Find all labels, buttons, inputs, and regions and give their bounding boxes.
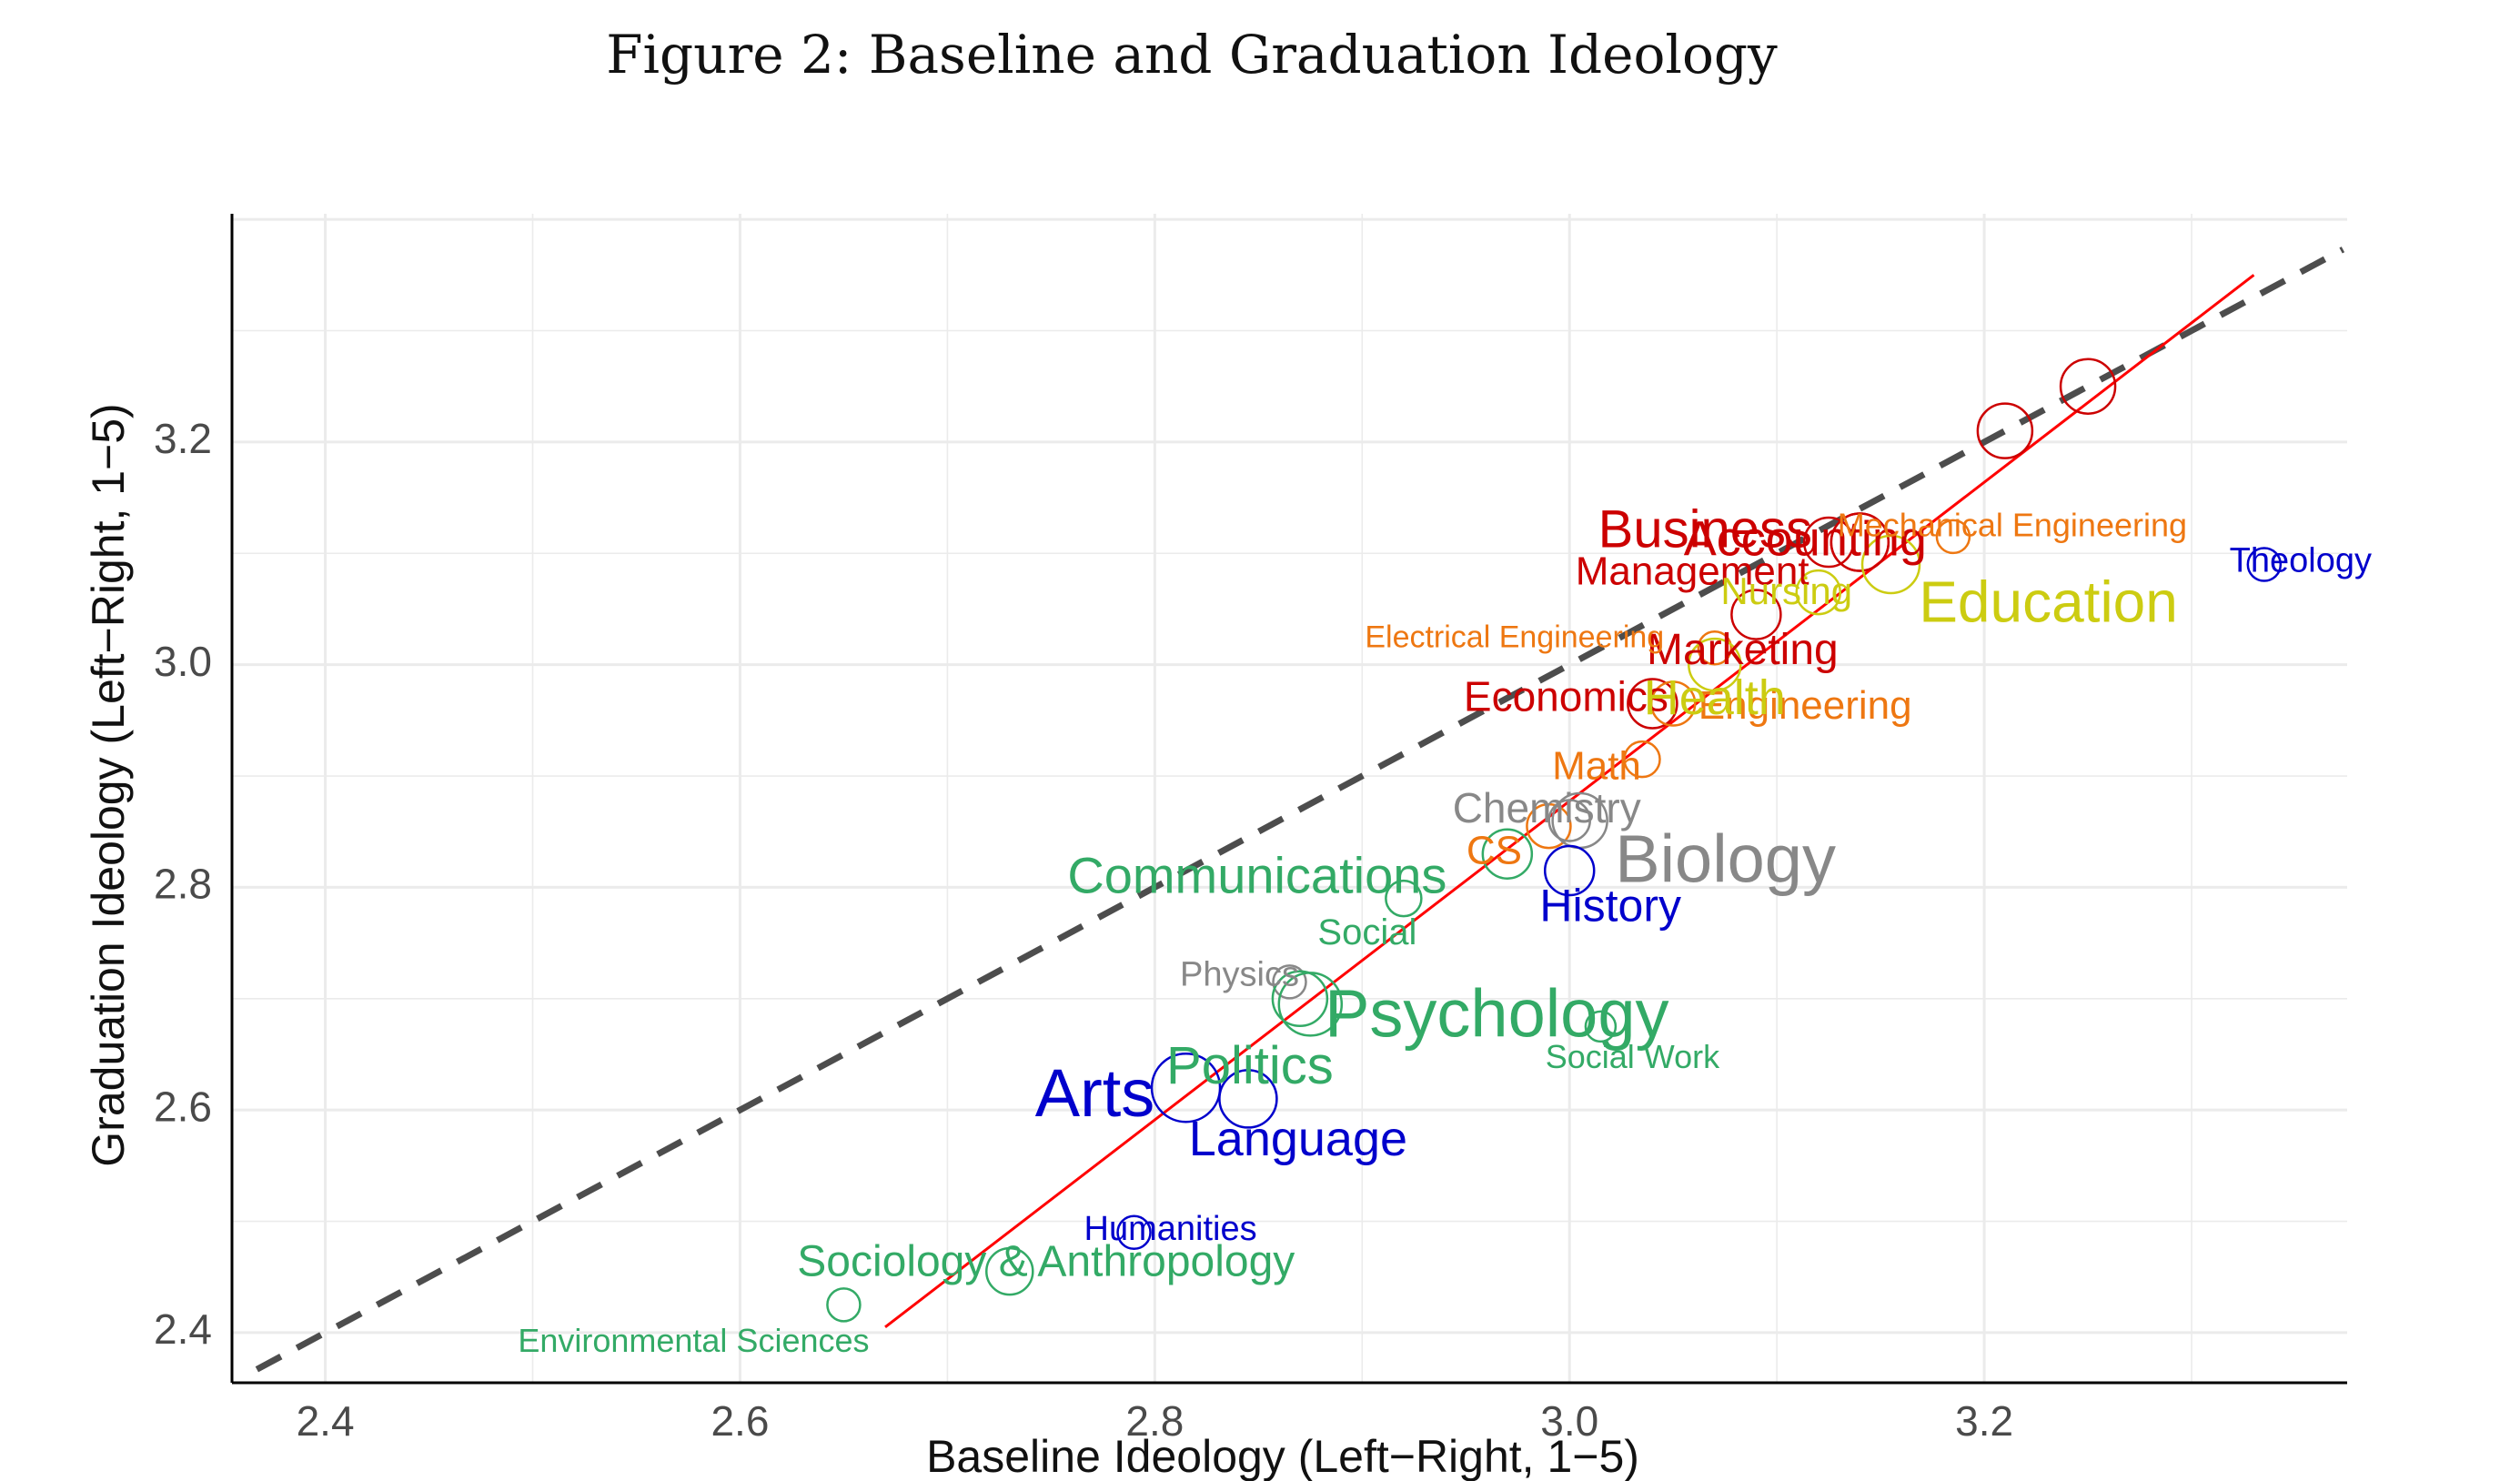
point-label: Health [1644,670,1786,725]
x-tick-label: 2.4 [297,1397,355,1445]
y-tick-label: 3.0 [154,638,212,685]
point-label: Engineering [1698,683,1912,728]
point [826,1287,862,1323]
figure-title: Figure 2: Baseline and Graduation Ideolo… [606,24,1778,86]
reference-45-line [255,247,2345,1373]
point-label: Communications [1067,846,1446,903]
x-tick-label: 2.8 [1125,1397,1184,1445]
point [2246,547,2283,582]
point [1526,802,1572,850]
point-label: Social [1317,912,1416,952]
point [1218,1069,1278,1129]
point [1795,569,1841,616]
point [1627,678,1678,730]
point [1385,879,1423,918]
point [1623,740,1661,779]
point [1649,680,1697,727]
point [1935,519,1971,555]
x-tick-labels: 2.4 2.6 2.8 3.0 3.2 [297,1397,2013,1445]
point [1481,828,1534,880]
point [1830,512,1890,572]
point-label: Social Work [1546,1038,1720,1075]
point [1860,534,1921,595]
point [1730,589,1782,640]
point-label: Economics [1464,673,1668,720]
point [1688,637,1742,692]
point-label: Mechanical Engineering [1838,506,2187,543]
point-label: History [1539,880,1681,931]
point-label: Environmental Sciences [518,1322,869,1359]
point [1697,630,1733,666]
reference-line [255,247,2345,1373]
point [1116,1214,1152,1251]
y-tick-label: 2.4 [154,1305,212,1353]
point-label: Business [1598,499,1812,559]
point [1802,516,1855,569]
point-label: Accounting [1684,511,1927,566]
point-label: CS [1467,829,1522,873]
point-label: Language [1189,1112,1407,1166]
point [985,1246,1034,1296]
x-tick-label: 3.2 [1955,1397,2013,1445]
y-tick-labels: 2.4 2.6 2.8 3.0 3.2 [154,415,212,1353]
point-label: Psychology [1325,975,1668,1051]
point-label: Math [1552,743,1641,788]
point-label: Electrical Engineering [1365,620,1664,654]
y-tick-label: 2.6 [154,1083,212,1130]
point [1271,970,1329,1028]
point-label: Arts [1035,1055,1155,1131]
data-points [826,358,2283,1323]
x-tick-label: 2.6 [711,1397,769,1445]
y-axis-title: Graduation Ideology (Left−Right, 1−5) [83,403,134,1166]
point-label: Physics [1180,955,1299,993]
point-label: Humanities [1084,1210,1257,1248]
point [1547,799,1591,842]
point [1976,402,2034,459]
x-axis-title: Baseline Ideology (Left−Right, 1−5) [926,1431,1639,1481]
point-label: Sociology & Anthropology [797,1237,1295,1285]
point-label: Theology [2230,542,2372,580]
point [1584,1010,1618,1043]
grid [232,214,2347,1383]
point-label: Marketing [1647,626,1839,674]
point-label: Management [1576,549,1809,594]
point [2059,358,2117,415]
y-tick-label: 2.8 [154,861,212,908]
point-label: Biology [1615,821,1836,897]
point-label: Nursing [1720,569,1852,612]
x-tick-label: 3.0 [1540,1397,1598,1445]
point-label: Chemistry [1453,784,1641,831]
y-tick-label: 3.2 [154,415,212,462]
point [1150,1052,1222,1123]
point [1543,844,1596,897]
point [1272,964,1307,1000]
point-label: Politics [1166,1036,1334,1095]
point-label: Education [1919,569,2178,634]
